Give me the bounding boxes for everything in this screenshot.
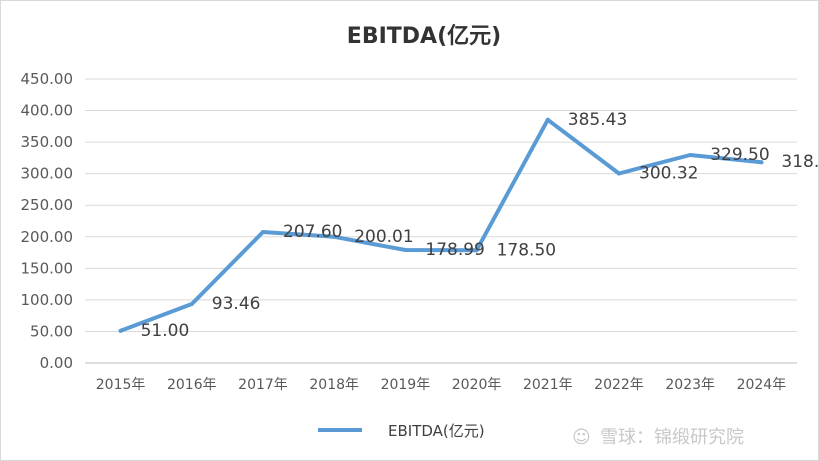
x-tick-label: 2018年 <box>309 377 359 393</box>
gridlines <box>85 78 797 364</box>
data-labels: 51.00 93.46 207.60 200.01 178.99 178.50 385.43… <box>141 110 819 341</box>
y-axis-ticks: 0.00 50.00 100.00 150.00 200.00 250.00 300.00 3… <box>21 70 74 372</box>
watermark-icon: ☺ <box>572 427 591 448</box>
legend: EBITDA(亿元) <box>318 422 485 440</box>
y-tick-label: 50.00 <box>30 322 73 340</box>
x-tick-label: 2020年 <box>452 377 502 393</box>
chart-title: EBITDA(亿元) <box>347 24 501 49</box>
data-point <box>545 117 550 122</box>
data-point <box>474 248 479 253</box>
y-tick-label: 300.00 <box>21 165 74 183</box>
x-tick-label: 2024年 <box>737 377 787 393</box>
x-tick-label: 2015年 <box>96 377 146 393</box>
y-tick-label: 450.00 <box>21 70 74 88</box>
data-point <box>261 229 265 234</box>
y-tick-label: 200.00 <box>21 228 74 246</box>
data-point <box>189 302 194 307</box>
data-label: 385.43 <box>568 110 627 130</box>
x-tick-label: 2022年 <box>594 377 644 393</box>
x-tick-label: 2021年 <box>523 377 573 393</box>
data-point <box>688 153 693 158</box>
y-tick-label: 250.00 <box>21 196 74 214</box>
data-label: 318.18 <box>781 152 819 172</box>
legend-label: EBITDA(亿元) <box>388 422 485 440</box>
y-tick-label: 0.00 <box>40 354 73 372</box>
y-tick-label: 350.00 <box>21 133 74 151</box>
y-tick-label: 400.00 <box>21 102 74 120</box>
series-line <box>118 117 764 333</box>
data-label: 178.99 <box>425 240 484 260</box>
data-point <box>118 328 123 333</box>
x-tick-label: 2023年 <box>665 377 715 393</box>
data-point <box>759 160 764 165</box>
x-tick-label: 2016年 <box>167 377 217 393</box>
watermark-text: 雪球：锦缎研究院 <box>600 427 744 448</box>
x-axis-ticks: 2015年 2016年 2017年 2018年 2019年 2020年 2021年 2022年… <box>96 377 786 393</box>
data-label: 51.00 <box>141 321 190 341</box>
y-tick-label: 150.00 <box>21 259 74 277</box>
series-layer <box>118 117 764 333</box>
data-label: 200.01 <box>354 227 413 247</box>
data-label: 178.50 <box>497 240 556 260</box>
data-label: 300.32 <box>639 163 698 183</box>
data-point <box>332 234 337 239</box>
data-point <box>617 171 621 176</box>
data-label: 329.50 <box>710 145 769 165</box>
y-tick-label: 100.00 <box>21 291 74 309</box>
data-point <box>403 248 408 253</box>
data-label: 93.46 <box>212 294 261 314</box>
x-tick-label: 2017年 <box>238 377 288 393</box>
data-label: 207.60 <box>283 222 342 242</box>
x-tick-label: 2019年 <box>381 377 431 393</box>
